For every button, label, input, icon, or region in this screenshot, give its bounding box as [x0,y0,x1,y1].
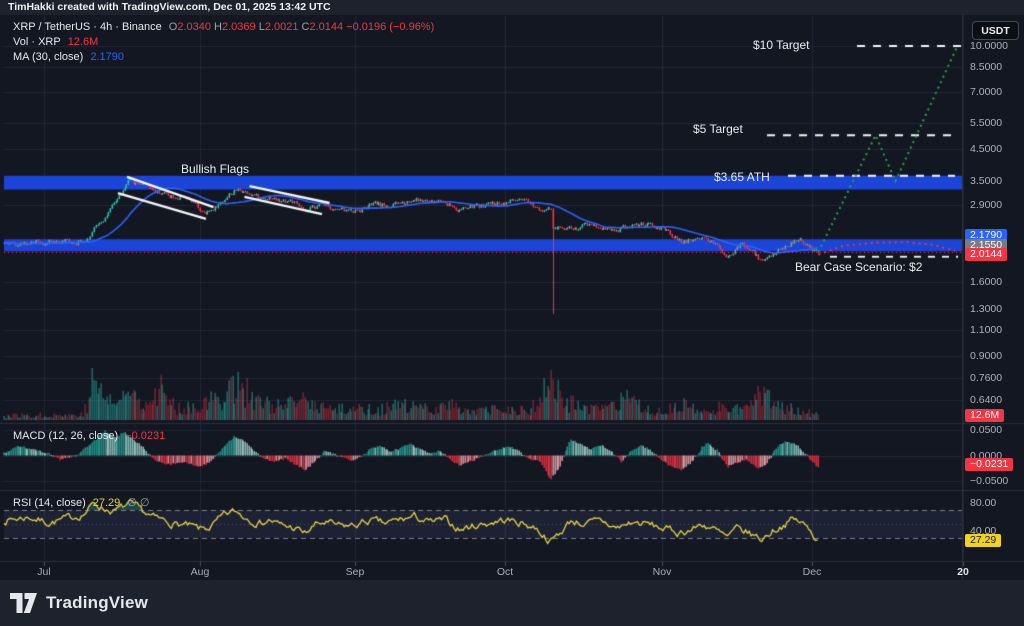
annotation-10-target: $10 Target [753,38,810,52]
macd-value: −0.0231 [125,430,166,442]
price-badge: 12.6M [965,409,1005,422]
change-value: −0.0196 (−0.96%) [346,21,435,33]
price-tick-label: 8.5000 [970,61,1003,73]
ma-row[interactable]: MA (30, close) 2.1790 [13,50,434,65]
macd-tick-label: −0.0500 [970,475,1009,487]
rsi-hidden-values: ∅ ∅ [127,497,150,509]
price-badge: 2.1790 [965,229,1008,242]
ohlc-value: 2.0144 [309,21,347,33]
price-tick-label: 5.5000 [970,117,1003,129]
macd-legend[interactable]: MACD (12, 26, close) −0.0231 [13,430,165,442]
time-axis-label: Aug [190,566,210,578]
annotation-bear-case: Bear Case Scenario: $2 [795,260,923,274]
macd-label: MACD (12, 26, close) [13,430,119,442]
price-tick-label: 0.6400 [970,394,1003,406]
price-badge: −0.0231 [965,458,1014,471]
footer-bar: TradingView [0,580,1024,626]
ohlc-value: 2.0021 [264,21,302,33]
macd-tick-label: 0.0500 [970,424,1003,436]
ohlc-value: 2.0340 [177,21,215,33]
attribution-bar: TimHakki created with TradingView.com, D… [0,0,1024,15]
price-tick-label: 4.5000 [970,143,1003,155]
time-axis-label: Dec [802,566,822,578]
rsi-legend[interactable]: RSI (14, close) 27.29 ∅ ∅ [13,496,150,509]
ma-label: MA (30, close) [13,51,84,63]
price-badge: 2.0144 [965,248,1008,261]
time-axis-label: Oct [496,566,514,578]
rsi-tick-label: 80.00 [970,497,997,509]
ohlc-values: O2.0340 H2.0369 L2.0021 C2.0144 [169,21,346,33]
symbol-legend: XRP / TetherUS · 4h · Binance O2.0340 H2.… [13,20,434,65]
ohlc-letter: C [301,21,310,33]
symbol-title[interactable]: XRP / TetherUS · 4h · Binance [13,21,162,33]
rsi-value: 27.29 [92,497,121,509]
price-tick-label: 0.7600 [970,372,1003,384]
rsi-label: RSI (14, close) [13,497,86,509]
price-scale[interactable]: 10.0000 8.5000 7.0000 5.5000 4.5000 3.5000 2.9… [963,15,1024,580]
volume-value: 12.6M [67,36,99,48]
time-axis-label: Nov [652,566,672,578]
price-tick-label: 0.9000 [970,350,1003,362]
time-axis-label: Jul [37,566,51,578]
volume-row[interactable]: Vol · XRP 12.6M [13,35,434,50]
ohlc-letter: L [258,21,265,33]
time-axis[interactable]: Jul Aug Sep Oct Nov Dec 20 [0,562,1024,580]
price-tick-label: 10.0000 [970,40,1008,52]
price-tick-label: 1.3000 [970,303,1003,315]
ohlc-letter: H [214,21,222,33]
volume-label: Vol · XRP [13,36,61,48]
symbol-row[interactable]: XRP / TetherUS · 4h · Binance O2.0340 H2.… [13,20,434,35]
annotation-bullish-flags: Bullish Flags [181,162,250,176]
price-tick-label: 2.9000 [970,199,1003,211]
tradingview-logo-text: TradingView [46,593,149,612]
time-axis-label: 20 [957,566,969,578]
ohlc-value: 2.0369 [222,21,259,33]
tradingview-logo[interactable]: TradingView [10,592,149,614]
price-badge: 27.29 [965,534,1002,547]
ma-value: 2.1790 [90,51,124,63]
time-axis-label: Sep [345,566,365,578]
annotation-ath: $3.65 ATH [714,170,770,184]
ohlc-letter: O [168,21,178,33]
annotation-5-target: $5 Target [693,122,743,136]
price-tick-label: 7.0000 [970,86,1003,98]
price-tick-label: 1.1000 [970,324,1003,336]
price-tick-label: 3.5000 [970,175,1003,187]
tradingview-logo-icon [10,592,37,613]
attribution-text: TimHakki created with TradingView.com, D… [8,1,331,13]
price-tick-label: 1.6000 [970,276,1003,288]
currency-toggle-button[interactable]: USDT [972,21,1019,40]
